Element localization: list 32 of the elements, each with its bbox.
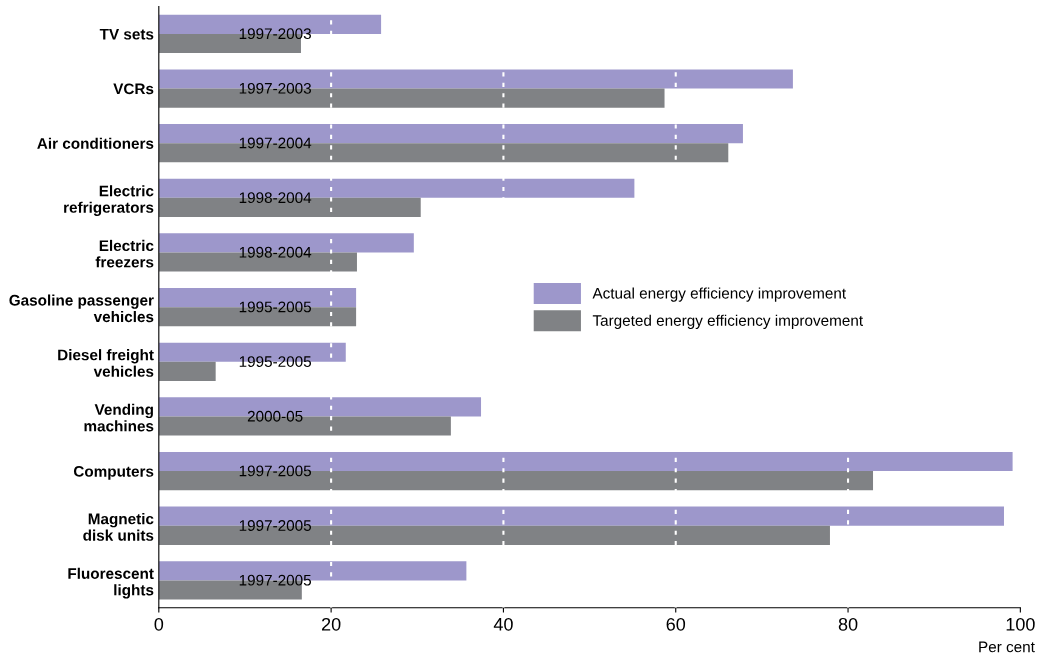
y-tick-label: Fluorescent lights	[68, 567, 154, 599]
y-tick-label: VCRs	[113, 83, 154, 95]
annotation: 1997-2004	[239, 137, 312, 149]
y-tick-label: Diesel freight vehicles	[58, 349, 154, 377]
annotation: 1997-2005	[239, 520, 312, 531]
legend-label: Targeted energy efficiency improvement	[592, 314, 863, 329]
y-tick-label: Air conditioners	[37, 137, 154, 149]
y-tick-label: Magnetic disk units	[83, 513, 154, 541]
y-tick-label: Electric freezers	[95, 239, 154, 268]
annotation: 1998-2004	[239, 192, 312, 204]
y-tick-label: Computers	[73, 465, 154, 480]
x-tick-label: 60	[666, 617, 686, 631]
y-tick-label: Electric refrigerators	[64, 185, 154, 216]
y-tick-label: Gasoline passenger vehicles	[9, 294, 154, 323]
annotation: 1997-2003	[239, 28, 311, 40]
annotation: 1995-2005	[239, 301, 312, 313]
x-tick-label: 0	[154, 617, 164, 631]
x-tick-label: 20	[321, 617, 341, 631]
y-tick-label: TV sets	[99, 28, 154, 40]
bar	[158, 361, 216, 381]
annotation: 2000-05	[247, 410, 303, 422]
x-axis-title: Per cent	[979, 641, 1035, 653]
x-tick-label: 80	[838, 617, 858, 631]
x-tick-label: 40	[493, 617, 513, 631]
annotation: 1998-2004	[239, 246, 312, 258]
annotation: 1997-2005	[239, 574, 312, 586]
y-tick-label: Vending machines	[84, 403, 154, 432]
legend-label: Actual energy efficiency improvement	[592, 287, 846, 302]
annotation: 1995-2005	[239, 356, 312, 367]
x-tick-label: 100	[1006, 617, 1035, 631]
annotation: 1997-2003	[239, 82, 311, 94]
annotation: 1997-2005	[239, 465, 312, 477]
